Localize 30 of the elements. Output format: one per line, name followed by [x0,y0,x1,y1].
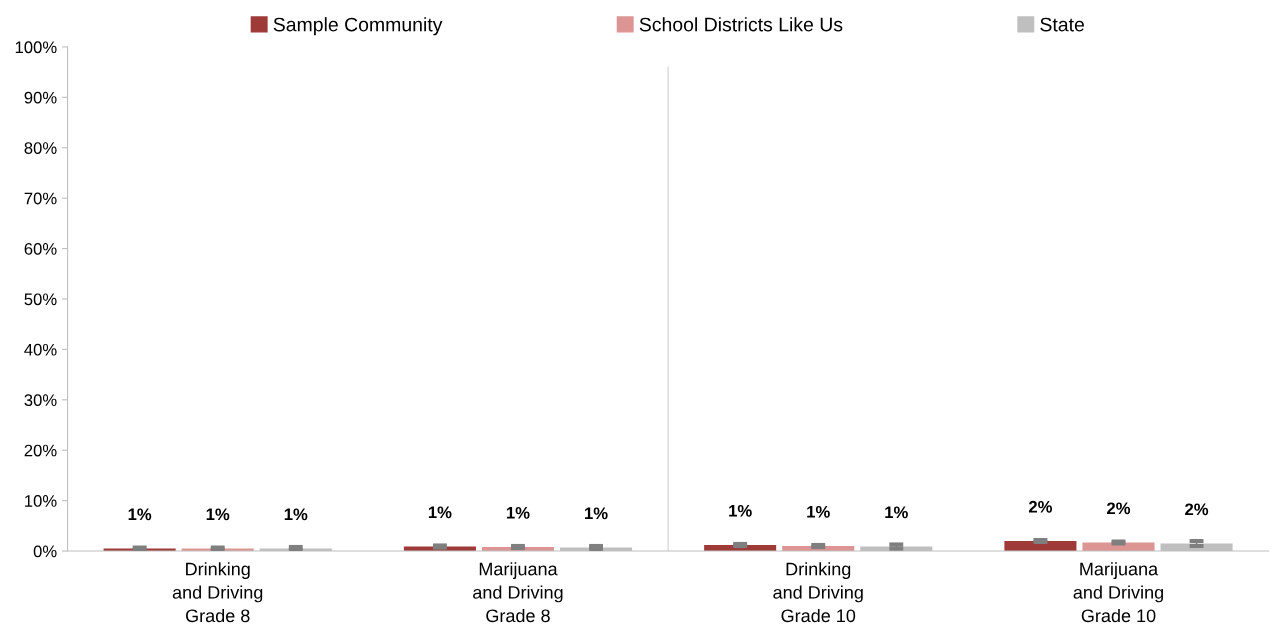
y-tick-label: 40% [24,343,57,356]
x-tick-label: Drinking and Driving Grade 10 [773,562,863,623]
data-label: 1% [128,508,152,521]
x-tick-label: Drinking and Driving Grade 8 [172,562,263,623]
y-tick-label: 80% [24,142,57,154]
y-tick-label: 50% [24,293,57,306]
data-label: 1% [206,508,230,521]
y-tick-label: 30% [24,394,57,407]
y-tick-label: 90% [24,91,57,104]
data-label: 1% [506,506,530,519]
data-label: 1% [729,504,752,517]
data-label: 1% [807,505,830,518]
y-tick-label: 0% [33,545,57,558]
y-tick-label: 70% [24,192,57,205]
x-tick-label: Marijuana and Driving Grade 10 [1073,562,1163,623]
data-label: 1% [284,508,308,521]
x-tick-label: Marijuana and Driving Grade 8 [473,562,563,623]
data-label: 1% [585,507,608,520]
legend-label: School Districts Like Us [639,17,843,32]
legend-label: State [1040,17,1084,32]
legend-label: Sample Community [273,17,443,36]
y-tick-label: 20% [24,444,57,457]
data-label: 1% [428,506,452,519]
data-label: 1% [885,506,908,519]
data-label: 2% [1028,500,1053,513]
y-tick-label: 60% [24,242,57,255]
data-label: 2% [1185,503,1209,516]
y-tick-label: 100% [15,41,57,54]
data-label: 2% [1107,502,1131,515]
y-tick-label: 10% [25,495,57,507]
